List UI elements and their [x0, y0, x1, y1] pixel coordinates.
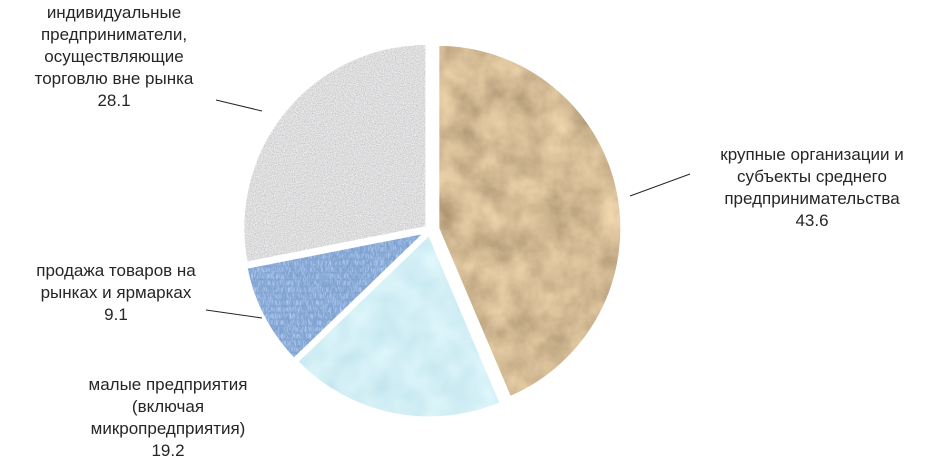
- slice-label-line: малые предприятия: [89, 375, 248, 394]
- slice-label-line: индивидуальные: [47, 3, 181, 22]
- slice-label-small-enterprises: малые предприятия (включая микропредприяти…: [89, 375, 248, 460]
- slice-label-line: субъекты среднего: [737, 167, 887, 186]
- slice-label-line: предпринимательства: [724, 189, 900, 208]
- slice-label-line: осуществляющие: [44, 47, 183, 66]
- slice-label-line: рынках и ярмарках: [41, 283, 192, 302]
- slice-label-line: (включая: [132, 397, 204, 416]
- slice-label-markets-fairs: продажа товаров на рынках и ярмарках 9.1: [36, 261, 196, 324]
- slice-value-label: 9.1: [104, 305, 128, 324]
- leader-line-large-organizations: [629, 173, 691, 197]
- slice-value-label: 19.2: [151, 441, 184, 460]
- slice-label-line: крупные организации и: [720, 145, 903, 164]
- leader-line-individual-entrepreneurs: [215, 99, 263, 112]
- slice-label-line: предприниматели,: [41, 25, 187, 44]
- pie-labels: крупные организации и субъекты среднего пр…: [35, 3, 904, 460]
- slice-value-label: 28.1: [97, 91, 130, 110]
- leader-line-markets-fairs: [205, 309, 263, 319]
- slice-label-large-organizations: крупные организации и субъекты среднего пр…: [720, 145, 903, 230]
- slice-label-line: продажа товаров на: [36, 261, 196, 280]
- slice-label-line: торговлю вне рынка: [35, 69, 194, 88]
- slice-value-label: 43.6: [795, 211, 828, 230]
- slice-label-line: микропредприятия): [91, 419, 246, 438]
- slice-label-individual-entrepreneurs: индивидуальные предприниматели, осуществля…: [35, 3, 194, 110]
- pie-slices: [241, 41, 624, 420]
